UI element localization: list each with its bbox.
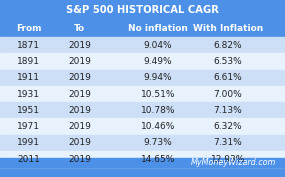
Text: 9.94%: 9.94% [144,73,172,82]
Text: 12.93%: 12.93% [211,155,245,164]
Text: 7.13%: 7.13% [214,106,242,115]
Text: 1891: 1891 [17,57,40,66]
Bar [0,37,285,53]
Bar [0,20,285,37]
Text: 6.32%: 6.32% [214,122,242,131]
Text: To: To [74,24,86,33]
Text: 2011: 2011 [17,155,40,164]
Text: 1951: 1951 [17,106,40,115]
Bar [0,53,285,70]
Bar [0,158,285,167]
Text: 1991: 1991 [17,138,40,147]
Text: 9.49%: 9.49% [144,57,172,66]
Text: No inflation: No inflation [128,24,188,33]
Bar [0,102,285,118]
Text: From: From [16,24,41,33]
Text: 2019: 2019 [68,106,91,115]
Text: 14.65%: 14.65% [141,155,175,164]
Text: 9.73%: 9.73% [144,138,172,147]
Bar [0,118,285,135]
Text: 2019: 2019 [68,155,91,164]
Text: 9.04%: 9.04% [144,41,172,50]
Text: 7.00%: 7.00% [214,90,242,99]
Text: 1971: 1971 [17,122,40,131]
Text: 6.61%: 6.61% [214,73,242,82]
Bar [0,0,285,20]
Text: 2019: 2019 [68,41,91,50]
Bar [0,70,285,86]
Text: 10.51%: 10.51% [141,90,176,99]
Text: 6.82%: 6.82% [214,41,242,50]
Text: S&P 500 HISTORICAL CAGR: S&P 500 HISTORICAL CAGR [66,5,219,15]
Text: 2019: 2019 [68,138,91,147]
Text: 10.78%: 10.78% [141,106,176,115]
Text: 6.53%: 6.53% [214,57,242,66]
Bar [0,151,285,167]
Text: With Inflation: With Inflation [193,24,263,33]
Text: MyMoneyWizard.com: MyMoneyWizard.com [191,158,276,167]
Bar [0,86,285,102]
Text: 1871: 1871 [17,41,40,50]
Text: 2019: 2019 [68,90,91,99]
Text: 2019: 2019 [68,122,91,131]
Text: 1911: 1911 [17,73,40,82]
Text: 10.46%: 10.46% [141,122,175,131]
Text: 7.31%: 7.31% [214,138,242,147]
Text: 2019: 2019 [68,73,91,82]
Text: 1931: 1931 [17,90,40,99]
Text: 2019: 2019 [68,57,91,66]
Bar [0,135,285,151]
